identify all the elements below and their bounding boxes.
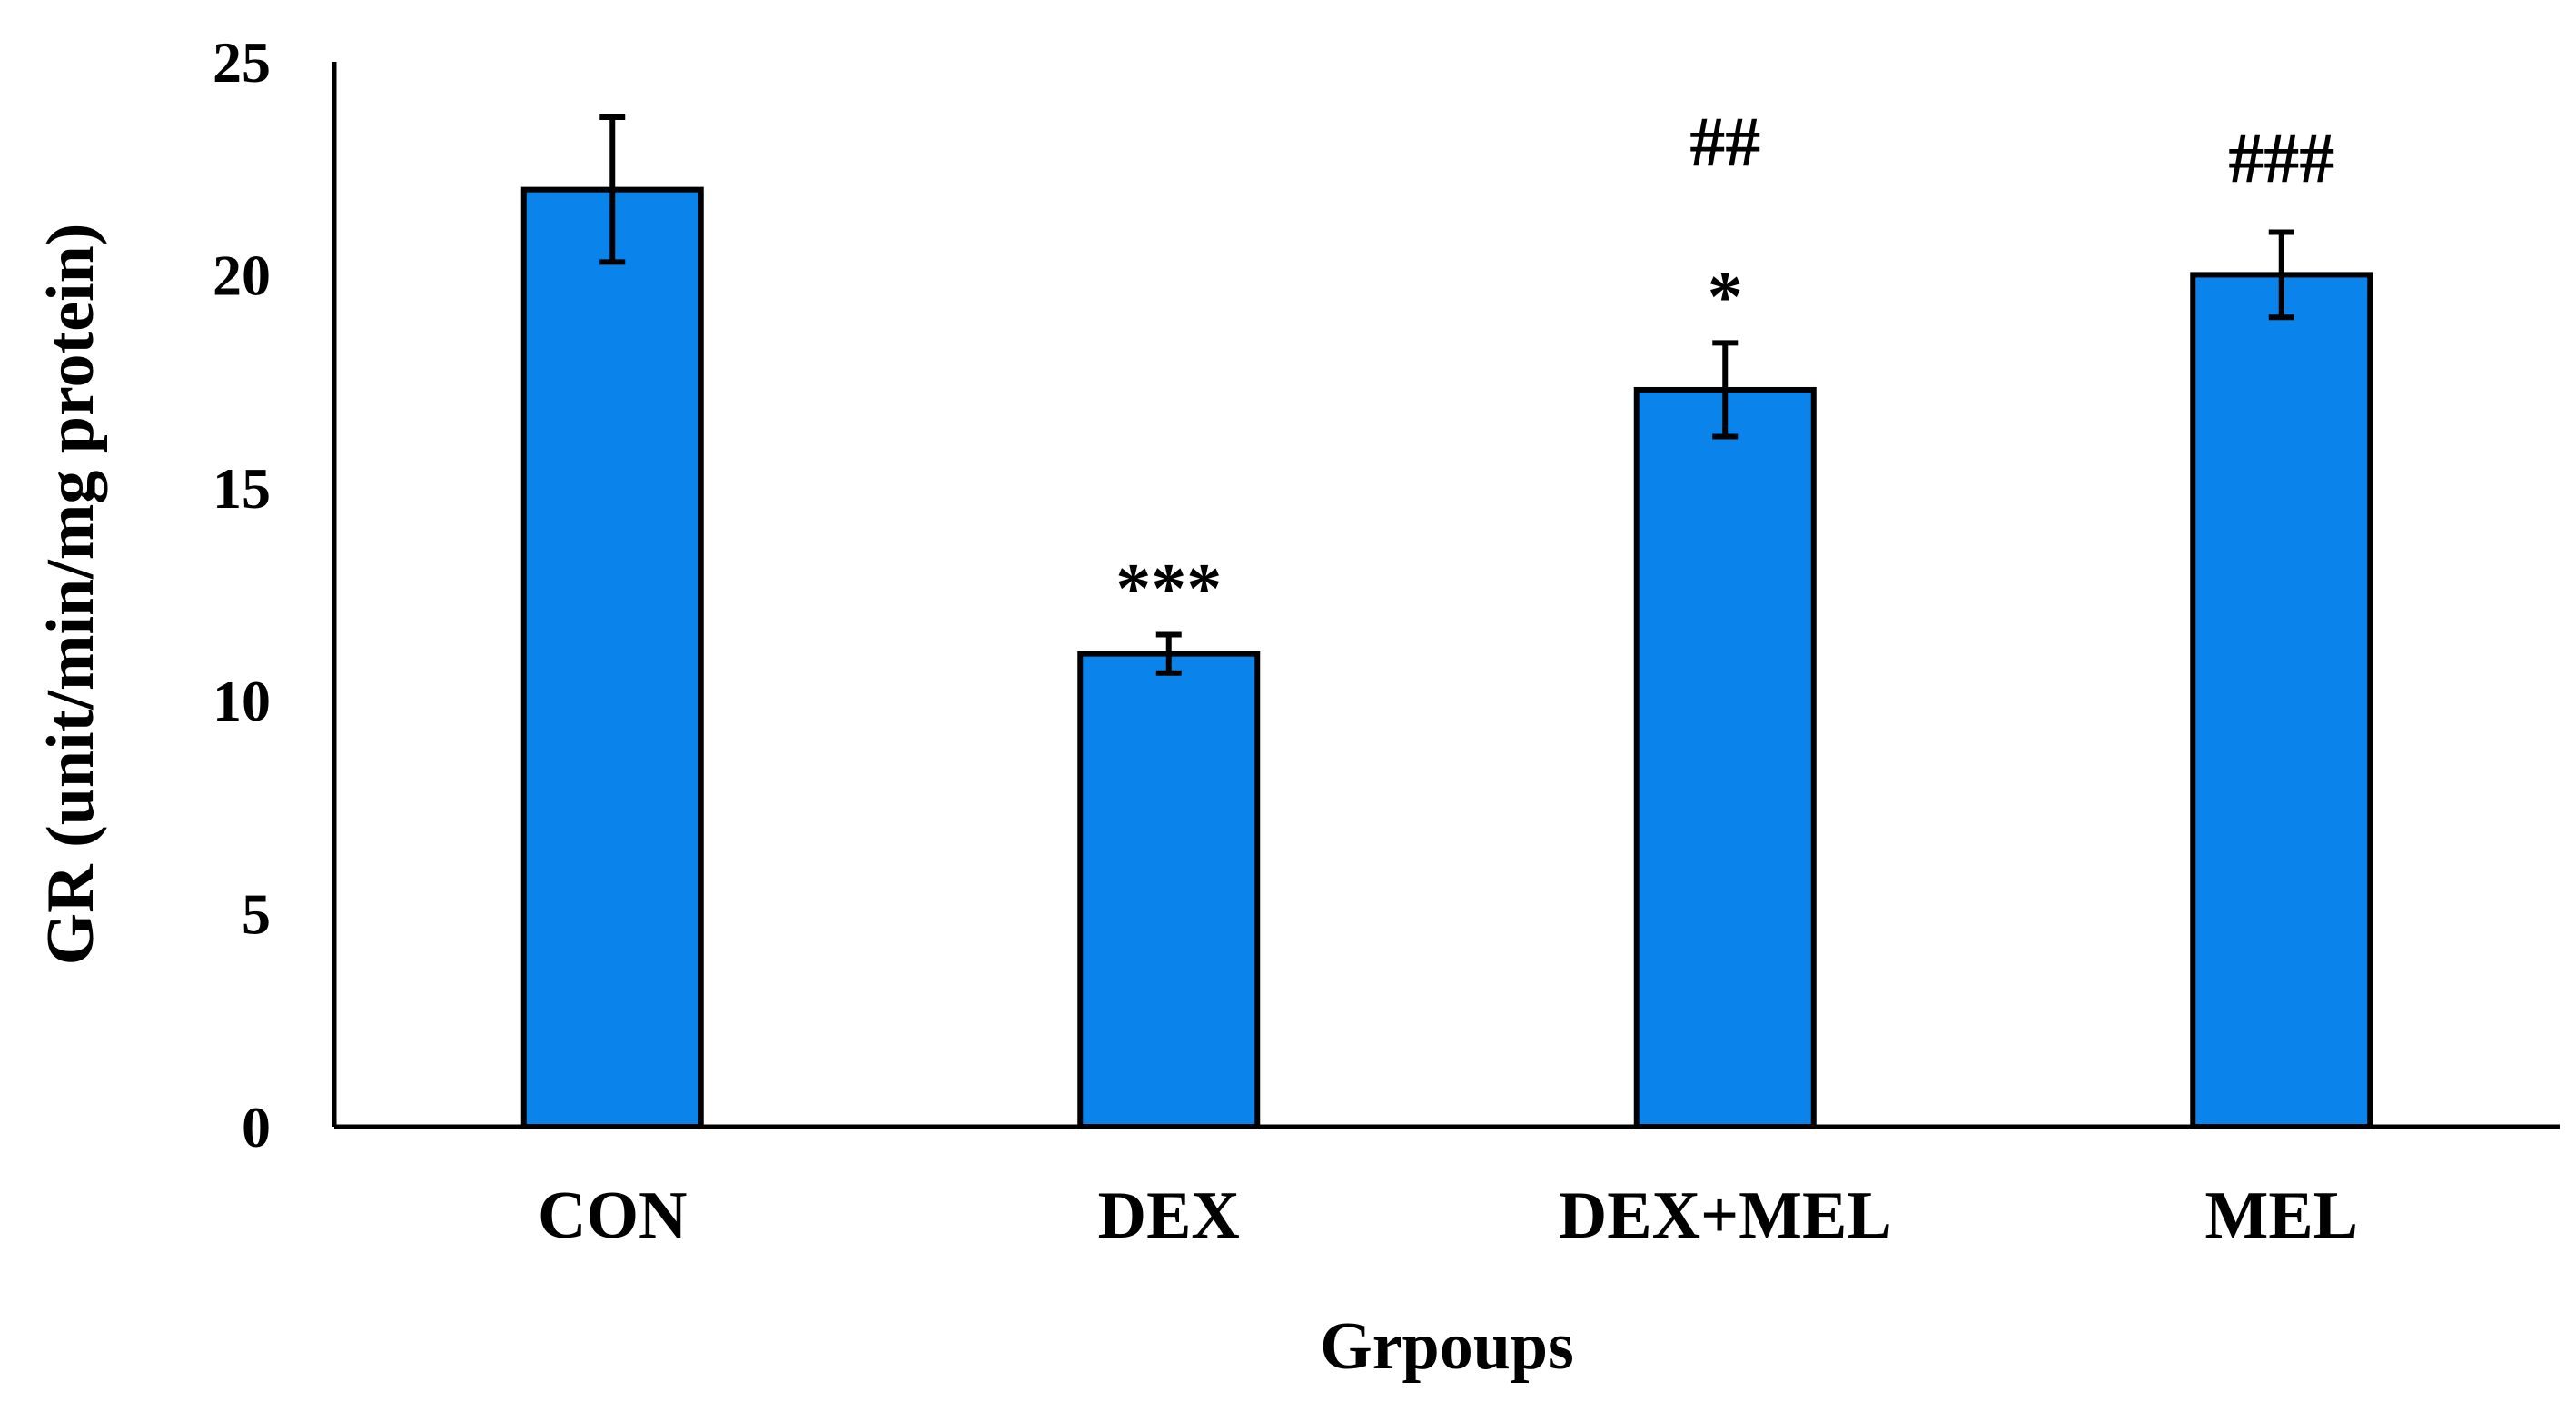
bar-con bbox=[520, 186, 704, 1129]
axes bbox=[332, 62, 2560, 1129]
y-tick-label: 20 bbox=[213, 243, 271, 307]
y-tick-label: 10 bbox=[213, 669, 271, 733]
x-tick-label: DEX bbox=[1098, 1178, 1240, 1253]
x-tick-label: MEL bbox=[2204, 1178, 2358, 1253]
error-bar bbox=[1712, 340, 1739, 440]
y-tick-label: 0 bbox=[242, 1095, 271, 1159]
y-axis-title: GR (unit/min/mg protein) bbox=[34, 224, 108, 966]
y-tick-labels: 0 5 10 15 20 25 bbox=[213, 30, 271, 1159]
y-tick-label: 5 bbox=[242, 882, 271, 947]
error-bar bbox=[1155, 631, 1182, 676]
significance-annotations: *** ## * ### bbox=[1115, 102, 2334, 627]
x-tick-labels: CON DEX DEX+MEL MEL bbox=[538, 1178, 2358, 1253]
y-tick-label: 25 bbox=[213, 30, 271, 94]
bar-dex-mel bbox=[1633, 386, 1817, 1129]
significance-marker: * bbox=[1708, 256, 1743, 335]
significance-marker: ## bbox=[1689, 102, 1760, 181]
x-tick-label: CON bbox=[538, 1178, 687, 1253]
bar-mel bbox=[2190, 272, 2373, 1129]
x-tick-label: DEX+MEL bbox=[1559, 1178, 1892, 1253]
x-axis-title: Grpoups bbox=[1320, 1309, 1574, 1384]
bars bbox=[520, 186, 2373, 1129]
bar-dex bbox=[1077, 651, 1261, 1129]
error-bars bbox=[599, 114, 2294, 676]
significance-marker: *** bbox=[1115, 549, 1222, 628]
error-bar bbox=[2268, 229, 2294, 321]
error-bar bbox=[599, 114, 626, 265]
significance-marker: ### bbox=[2228, 119, 2334, 198]
y-tick-label: 15 bbox=[213, 456, 271, 521]
